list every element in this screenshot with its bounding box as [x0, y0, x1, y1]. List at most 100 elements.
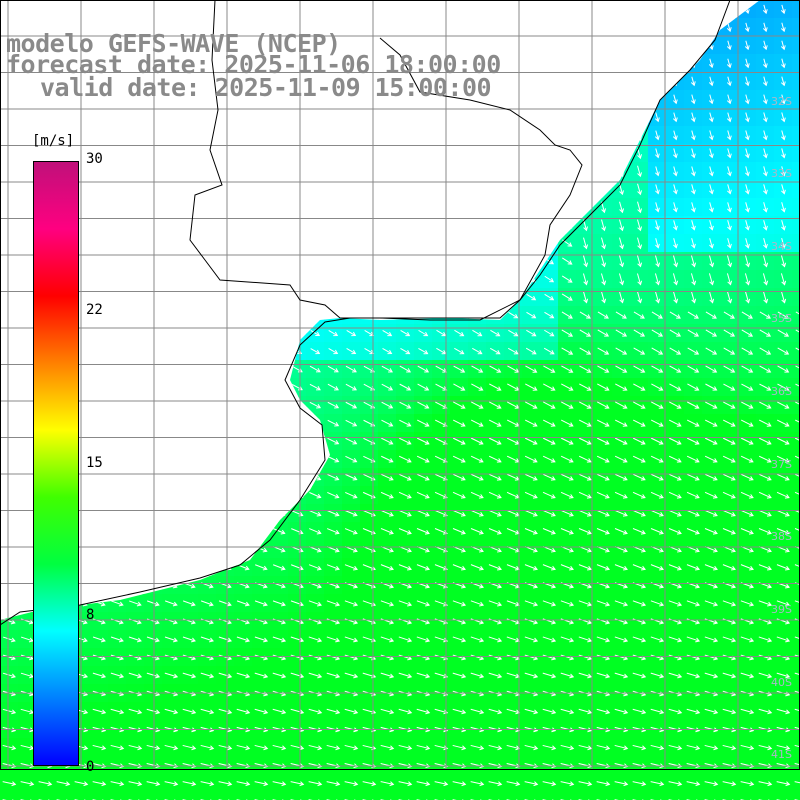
wind-arrowhead [154, 421, 159, 427]
wind-arrowhead [189, 349, 195, 355]
wind-arrow [23, 222, 31, 228]
wind-arrowhead [637, 262, 643, 268]
wind-cell [378, 0, 397, 19]
wind-arrowhead [601, 208, 607, 214]
wind-cell [90, 414, 109, 433]
wind-arrowhead [82, 547, 88, 553]
wind-arrow [562, 95, 572, 103]
wind-arrowhead [279, 386, 285, 391]
wind-arrowhead [601, 63, 606, 69]
wind-cell [144, 576, 163, 595]
wind-arrowhead [532, 386, 538, 391]
wind-arrowhead [745, 153, 750, 159]
wind-arrowhead [530, 223, 536, 229]
wind-arrow [203, 149, 211, 157]
wind-arrowhead [404, 151, 410, 157]
wind-arrowhead [496, 368, 502, 373]
wind-arrowhead [478, 386, 484, 391]
wind-arrowhead [26, 205, 32, 211]
wind-arrowhead [727, 243, 732, 249]
wind-arrow [166, 276, 176, 282]
wind-arrow [327, 383, 339, 391]
wind-arrow [561, 347, 573, 355]
wind-cell [486, 162, 505, 181]
wind-arrow [601, 22, 605, 32]
wind-arrowhead [333, 277, 338, 283]
wind-arrow [673, 166, 677, 176]
wind-arrow [619, 93, 623, 105]
wind-cell [144, 162, 163, 181]
wind-cell [234, 486, 253, 505]
wind-arrow [545, 59, 553, 67]
wind-arrowhead [386, 115, 392, 121]
wind-arrowhead [8, 277, 14, 282]
wind-arrowhead [170, 169, 176, 175]
wind-cell [36, 792, 55, 800]
wind-arrowhead [567, 170, 573, 175]
wind-arrowhead [766, 404, 772, 409]
wind-arrowhead [424, 476, 430, 481]
wind-cell [270, 486, 289, 505]
wind-arrowhead [654, 63, 660, 69]
wind-arrow [112, 312, 122, 318]
wind-arrowhead [766, 440, 772, 445]
wind-arrowhead [568, 350, 574, 355]
wind-cell [18, 90, 37, 109]
wind-arrowhead [476, 187, 482, 193]
wind-arrow [781, 4, 785, 14]
wind-cell [36, 108, 55, 127]
wind-arrowhead [676, 386, 682, 391]
wind-arrow [562, 131, 572, 139]
wind-cell [180, 144, 199, 163]
wind-arrowhead [368, 151, 374, 157]
wind-arrowhead [208, 421, 213, 427]
wind-arrow [147, 438, 159, 444]
wind-arrow [472, 293, 482, 301]
wind-arrowhead [458, 151, 464, 157]
wind-arrow [509, 59, 517, 67]
wind-cell [414, 0, 433, 19]
wind-cell [342, 108, 361, 127]
wind-arrow [472, 185, 482, 193]
wind-cell [126, 360, 145, 379]
wind-arrowhead [476, 223, 482, 229]
wind-arrowhead [781, 280, 787, 286]
wind-cell [540, 126, 559, 145]
wind-arrow [545, 5, 553, 13]
wind-cell [108, 270, 127, 289]
wind-arrowhead [135, 313, 140, 318]
wind-cell [126, 540, 145, 559]
wind-arrowhead [672, 117, 678, 123]
wind-arrow [690, 255, 696, 267]
wind-arrowhead [494, 133, 500, 139]
wind-arrowhead [8, 295, 14, 300]
wind-cell [0, 522, 19, 541]
wind-arrowhead [136, 457, 142, 463]
wind-arrowhead [8, 331, 14, 336]
wind-arrow [219, 365, 231, 373]
wind-arrow [596, 419, 610, 427]
wind-arrowhead [350, 151, 356, 157]
wind-arrow [184, 330, 194, 336]
wind-arrowhead [10, 511, 16, 517]
wind-arrowhead [477, 277, 483, 283]
wind-arrow [309, 401, 321, 409]
wind-arrowhead [495, 313, 501, 319]
wind-arrow [708, 273, 714, 285]
wind-arrow [691, 4, 695, 14]
wind-arrowhead [172, 565, 178, 571]
wind-arrowhead [170, 241, 176, 247]
wind-arrowhead [567, 278, 573, 283]
wind-cell [180, 360, 199, 379]
wind-arrowhead [406, 368, 412, 373]
wind-arrowhead [152, 187, 158, 193]
wind-cell [216, 540, 235, 559]
wind-arrowhead [730, 314, 735, 319]
wind-arrow [619, 129, 623, 141]
wind-arrowhead [334, 458, 340, 463]
wind-arrow [310, 221, 320, 229]
wind-arrowhead [334, 422, 340, 427]
wind-arrowhead [171, 385, 177, 391]
wind-arrowhead [748, 386, 754, 391]
wind-arrowhead [260, 205, 266, 211]
